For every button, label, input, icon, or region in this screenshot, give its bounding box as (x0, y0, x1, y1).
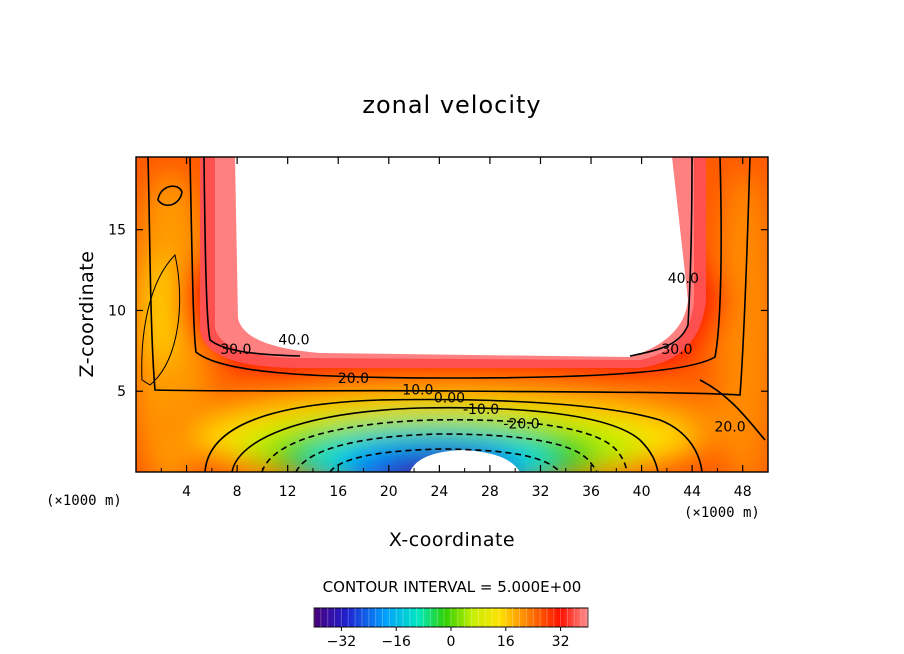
x-tick-label: 48 (734, 484, 752, 500)
x-tick-label: 44 (683, 484, 701, 500)
x-tick-label: 28 (481, 484, 499, 500)
undefined-region-bottom (410, 450, 520, 472)
x-unit-right: (×1000 m) (684, 505, 760, 521)
contour-line-20-right (699, 379, 766, 441)
y-axis: 5 10 15 (108, 223, 768, 400)
contour-label: 0.00 (434, 391, 465, 407)
contour-labels: 40.0 40.0 30.0 30.0 20.0 20.0 10.00.00-10.0-20… (220, 271, 745, 436)
contour-label: 40.0 (668, 271, 699, 287)
contour-field: 40.0 40.0 30.0 30.0 20.0 20.0 10.00.00-10.0-20… (136, 157, 768, 472)
contour-label: 10.0 (402, 382, 433, 398)
x-tick-label: 4 (182, 484, 191, 500)
contour-label: 40.0 (278, 332, 309, 348)
colorbar-ticks: −32 −16 0 16 32 (313, 608, 589, 650)
contour-label: -20.0 (503, 416, 539, 432)
band-orange-right (715, 170, 768, 472)
contour-label: 30.0 (220, 342, 251, 358)
x-tick-label: 36 (582, 484, 600, 500)
contour-label: -10.0 (463, 402, 499, 418)
contour-line-0 (231, 406, 659, 472)
plot-frame (135, 156, 769, 473)
x-tick-label: 24 (430, 484, 448, 500)
x-tick-label: 40 (633, 484, 651, 500)
x-tick-label: 20 (380, 484, 398, 500)
contour-line-neg10 (261, 418, 628, 472)
contour-line-neg30 (329, 448, 561, 472)
band-yellow-left (146, 255, 178, 365)
x-axis-title: X-coordinate (389, 529, 515, 551)
contour-line-40-right (629, 157, 693, 357)
undefined-region-upper (235, 157, 688, 357)
y-tick-label: 10 (108, 303, 126, 319)
y-tick-label: 5 (117, 384, 126, 400)
colorbar: −32 −16 0 16 32 (313, 607, 589, 650)
contour-line-neg20 (295, 433, 598, 472)
x-unit-left: (×1000 m) (46, 493, 122, 509)
y-axis-title: Z-coordinate (76, 251, 98, 378)
x-tick-label: 32 (532, 484, 550, 500)
contour-label: 20.0 (338, 371, 369, 387)
contour-line-left-cell (141, 254, 181, 386)
contour-label: 30.0 (661, 342, 692, 358)
contour-line-10 (204, 398, 703, 472)
contour-label: 20.0 (714, 420, 745, 436)
contour-line-20 (147, 157, 751, 396)
chart-title: zonal velocity (362, 91, 541, 119)
x-axis: 4 8 12 16 20 24 28 32 36 40 44 48 (160, 157, 752, 500)
y-tick-label: 15 (108, 223, 126, 239)
x-tick-label: 12 (279, 484, 297, 500)
colorbar-tick-label: 16 (497, 634, 515, 650)
x-tick-label: 8 (233, 484, 242, 500)
colorbar-tick-label: −32 (327, 634, 357, 650)
x-tick-label: 16 (329, 484, 347, 500)
contour-line-40-left (203, 157, 301, 357)
colorbar-tick-label: 32 (552, 634, 570, 650)
colorbar-tick-label: −16 (381, 634, 411, 650)
contour-line-topleft-cell (157, 185, 183, 207)
contour-line-30 (189, 157, 722, 379)
colorbar-tick-label: 0 (447, 634, 456, 650)
contour-interval-note: CONTOUR INTERVAL = 5.000E+00 (323, 578, 582, 596)
